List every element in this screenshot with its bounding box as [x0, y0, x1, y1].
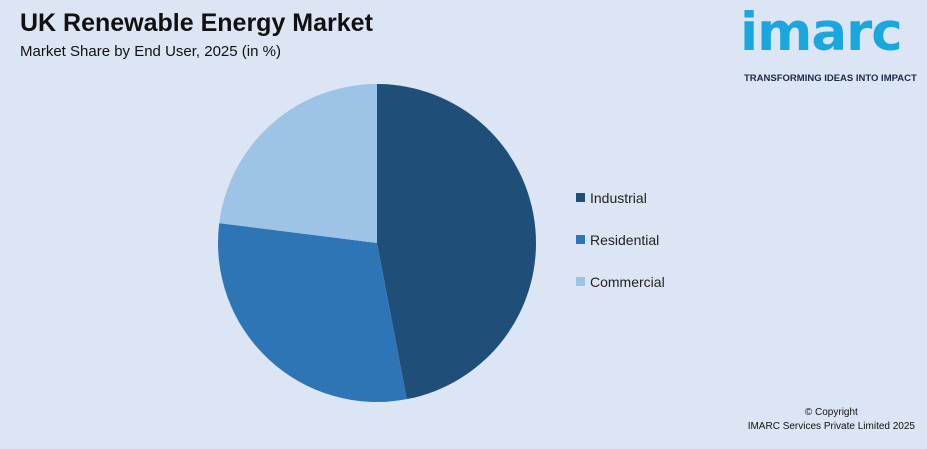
legend-label-residential: Residential — [590, 231, 660, 248]
imarc-logo: imarc TRANSFORMING IDEAS INTO IMPACT — [740, 2, 920, 86]
chart-subtitle: Market Share by End User, 2025 (in %) — [20, 43, 281, 60]
legend-item-residential: Residential — [576, 229, 665, 250]
chart-legend: Industrial Residential Commercial — [576, 187, 665, 313]
chart-title: UK Renewable Energy Market — [20, 9, 373, 37]
legend-swatch-industrial — [576, 193, 585, 202]
legend-swatch-commercial — [576, 277, 585, 286]
legend-label-commercial: Commercial — [590, 273, 665, 290]
copyright-company: IMARC Services Private Limited 2025 — [747, 421, 915, 432]
copyright-line: © Copyright — [804, 407, 858, 418]
legend-item-industrial: Industrial — [576, 187, 665, 208]
copyright-notice: © Copyright IMARC Services Private Limit… — [748, 406, 915, 434]
pie-slice-residential — [218, 223, 407, 402]
pie-slice-industrial — [377, 84, 536, 400]
legend-swatch-residential — [576, 235, 585, 244]
pie-slice-commercial — [219, 84, 377, 243]
legend-item-commercial: Commercial — [576, 271, 665, 292]
logo-tagline: TRANSFORMING IDEAS INTO IMPACT — [744, 73, 917, 84]
logo-wordmark: imarc — [740, 2, 903, 63]
legend-label-industrial: Industrial — [590, 189, 647, 206]
